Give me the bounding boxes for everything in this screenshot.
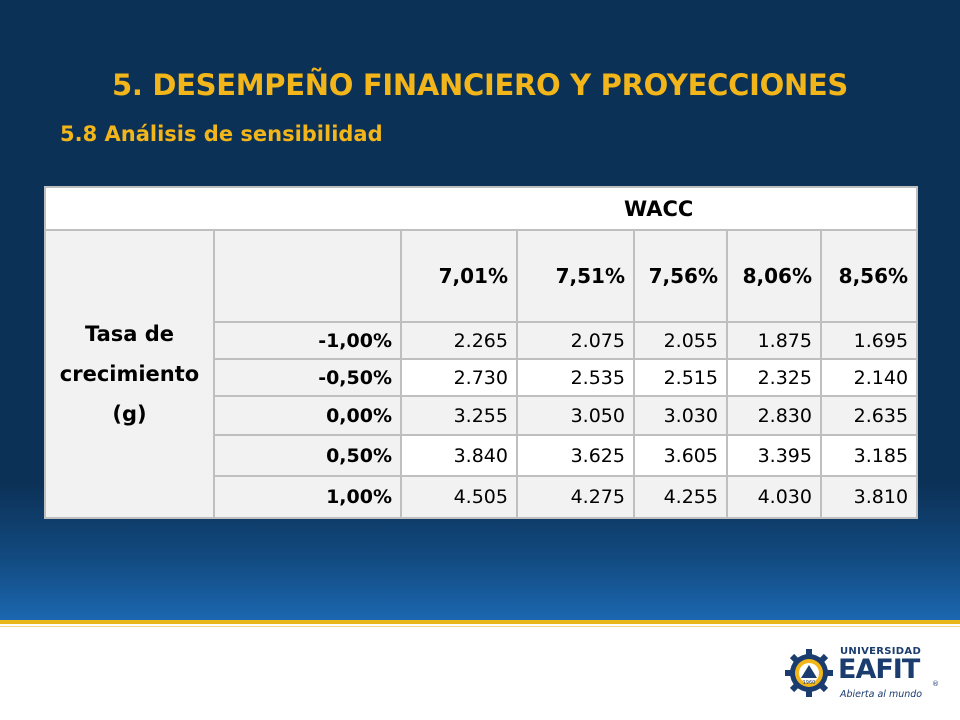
growth-rate-cell: -1,00% (213, 321, 402, 360)
value-cell: 4.275 (516, 475, 635, 519)
value-cell: 4.255 (633, 475, 728, 519)
growth-rate-cell: 0,00% (213, 395, 402, 436)
eafit-logo: 1960 UNIVERSIDAD EAFIT ® Abierta al mund… (784, 644, 940, 706)
value-cell: 3.395 (726, 434, 822, 477)
sensitivity-table: WACC Tasa de crecimiento (g) 7,01% 7,51%… (43, 186, 919, 519)
gold-divider-thin (0, 626, 960, 627)
value-cell: 2.830 (726, 395, 822, 436)
table-row: -0,50% 2.730 2.535 2.515 2.325 2.140 (45, 358, 919, 397)
table-header-row: WACC (43, 186, 919, 231)
value-cell: 2.535 (516, 358, 635, 397)
gold-divider (0, 620, 960, 624)
value-cell: 2.055 (633, 321, 728, 360)
row-group-label: Tasa de crecimiento (g) (44, 229, 215, 519)
column-header: 7,56% (633, 229, 728, 323)
value-cell: 2.075 (516, 321, 635, 360)
value-cell: 4.030 (726, 475, 822, 519)
value-cell: 3.255 (400, 395, 518, 436)
corner-cell (213, 229, 402, 323)
value-cell: 3.840 (400, 434, 518, 477)
table-column-row: Tasa de crecimiento (g) 7,01% 7,51% 7,56… (44, 229, 919, 519)
table-row: 0,50% 3.840 3.625 3.605 3.395 3.185 (45, 434, 919, 477)
value-cell: 2.325 (726, 358, 822, 397)
logo-university-text: UNIVERSIDAD (840, 646, 922, 657)
value-cell: 2.635 (819, 395, 919, 436)
value-cell: 3.050 (516, 395, 635, 436)
value-cell: 1.875 (726, 321, 822, 360)
value-cell: 2.730 (400, 358, 518, 397)
table-row: 1,00% 4.505 4.275 4.255 4.030 3.810 (45, 475, 919, 519)
logo-tagline: Abierta al mundo (840, 689, 923, 700)
value-cell: 3.605 (633, 434, 728, 477)
column-header: 8,56% (819, 229, 919, 323)
value-cell: 2.265 (400, 321, 518, 360)
column-header: 7,01% (400, 229, 518, 323)
registered-mark: ® (932, 680, 939, 688)
growth-rate-cell: 1,00% (213, 475, 402, 519)
growth-rate-cell: -0,50% (213, 358, 402, 397)
column-header: 7,51% (516, 229, 635, 323)
value-cell: 2.140 (819, 358, 919, 397)
gear-seal-icon: 1960 (785, 649, 833, 697)
value-cell: 3.185 (819, 434, 919, 477)
wacc-header: WACC (43, 186, 919, 231)
value-cell: 3.810 (819, 475, 919, 519)
column-header: 8,06% (726, 229, 822, 323)
value-cell: 2.515 (633, 358, 728, 397)
value-cell: 1.695 (819, 321, 919, 360)
table-row: 0,00% 3.255 3.050 3.030 2.830 2.635 (45, 395, 919, 436)
slide-subtitle: 5.8 Análisis de sensibilidad (60, 122, 383, 146)
slide-title: 5. DESEMPEÑO FINANCIERO Y PROYECCIONES (111, 68, 849, 102)
value-cell: 4.505 (400, 475, 518, 519)
table-row: -1,00% 2.265 2.075 2.055 1.875 1.695 (45, 321, 919, 360)
value-cell: 3.030 (633, 395, 728, 436)
value-cell: 3.625 (516, 434, 635, 477)
logo-eafit-text: EAFIT (838, 654, 920, 685)
growth-rate-cell: 0,50% (213, 434, 402, 477)
seal-year: 1960 (803, 680, 816, 686)
sensitivity-table-container: WACC Tasa de crecimiento (g) 7,01% 7,51%… (43, 186, 919, 519)
